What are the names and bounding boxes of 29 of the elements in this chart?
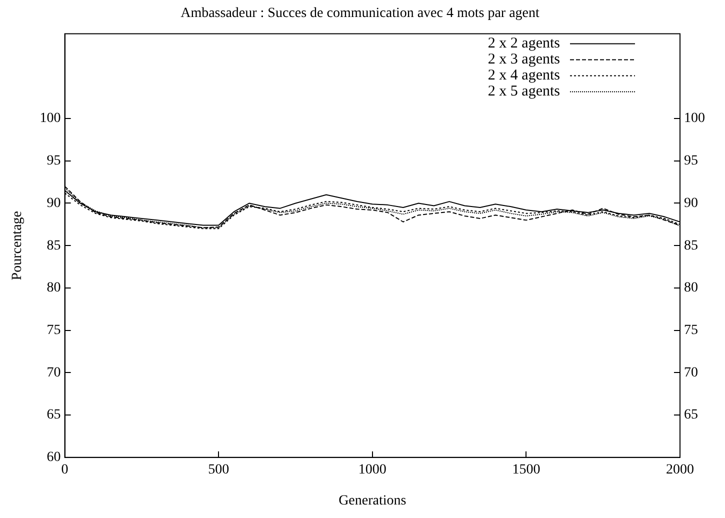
y-tick-label: 90 bbox=[46, 196, 61, 211]
legend-label: 2 x 3 agents bbox=[488, 52, 560, 68]
y2-tick-label: 95 bbox=[684, 154, 698, 169]
y-tick-label: 60 bbox=[46, 450, 61, 466]
x-tick-label: 0 bbox=[61, 462, 68, 478]
y-tick-label: 85 bbox=[46, 238, 61, 254]
y-tick-label: 100 bbox=[40, 111, 61, 126]
y2-tick-label: 80 bbox=[684, 280, 698, 296]
legend-label: 2 x 2 agents bbox=[488, 36, 560, 52]
chart-title: Ambassadeur : Succes de communication avec 4 mots par agent bbox=[180, 6, 540, 22]
x-tick-label: 1000 bbox=[358, 462, 386, 478]
y2-tick-label: 75 bbox=[684, 322, 698, 338]
y2-tick-label: 65 bbox=[684, 408, 698, 423]
legend-label: 2 x 5 agents bbox=[488, 84, 560, 100]
y-tick-label: 95 bbox=[46, 154, 61, 169]
x-axis-title: Generations bbox=[338, 493, 406, 508]
y-tick-label: 80 bbox=[46, 280, 61, 296]
y-tick-label: 70 bbox=[46, 365, 61, 380]
y2-tick-label: 100 bbox=[684, 111, 705, 126]
x-tick-label: 500 bbox=[208, 462, 230, 478]
x-tick-label: 2000 bbox=[666, 462, 694, 478]
y-tick-label: 65 bbox=[46, 408, 61, 423]
x-tick-label: 1500 bbox=[512, 462, 540, 478]
y-axis-title: Pourcentage bbox=[10, 211, 26, 280]
y-tick-label: 75 bbox=[46, 322, 61, 338]
y2-tick-label: 70 bbox=[684, 365, 698, 380]
y2-tick-label: 90 bbox=[684, 196, 698, 211]
legend-label: 2 x 4 agents bbox=[488, 68, 560, 84]
y2-tick-label: 85 bbox=[684, 238, 698, 254]
